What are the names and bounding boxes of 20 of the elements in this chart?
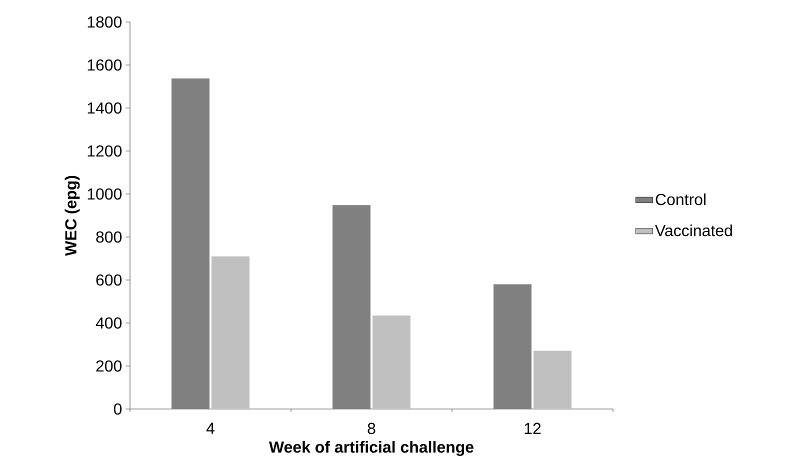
x-axis-title: Week of artificial challenge [268, 441, 474, 456]
y-tick-label: 1400 [88, 102, 122, 114]
y-tick-label: 200 [96, 360, 122, 372]
y-tick-label: 1600 [88, 59, 122, 71]
legend-label: Control [656, 193, 706, 206]
y-tick-label: 1000 [88, 188, 122, 200]
bar [372, 315, 411, 409]
x-tick-label: 8 [368, 422, 376, 434]
bar [212, 256, 250, 409]
y-tick-label: 1800 [88, 16, 122, 28]
y-tick-label: 1200 [88, 145, 122, 157]
x-tick-label: 12 [524, 422, 541, 434]
legend-label: Vaccinated [655, 224, 732, 236]
y-tick-label: 400 [96, 317, 122, 329]
y-tick-label: 800 [96, 231, 122, 243]
y-axis-title: WEC (epg) [64, 176, 80, 256]
x-tick-label: 4 [206, 422, 214, 434]
y-tick-label: 0 [114, 403, 122, 415]
y-tick-label: 600 [96, 274, 122, 286]
bar [534, 350, 572, 409]
